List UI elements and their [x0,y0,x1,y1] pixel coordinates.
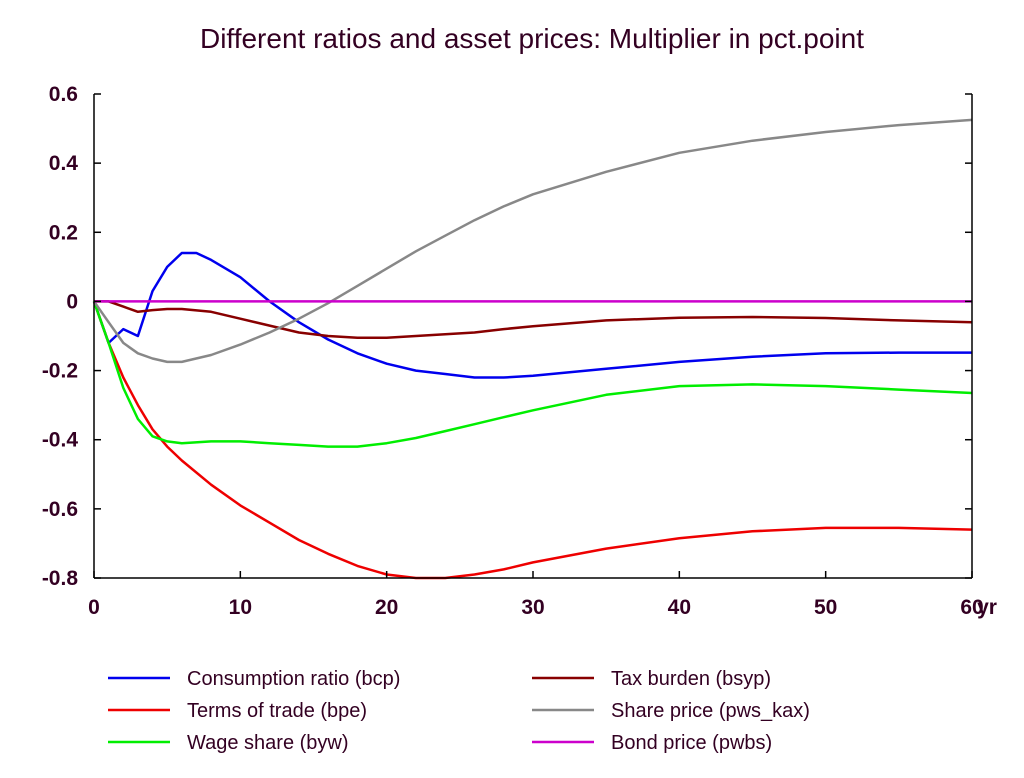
legend-label: Consumption ratio (bcp) [187,668,400,690]
x-tick-label: 20 [375,596,398,619]
y-tick-label: -0.2 [42,360,78,383]
x-unit-label: yr [977,596,997,619]
legend-label: Terms of trade (bpe) [187,700,367,722]
y-tick-label: -0.6 [42,498,78,521]
y-axis-ticks: 0.6 0.4 0.2 0 -0.2 -0.4 -0.6 -0.8 [42,83,972,590]
legend-label: Wage share (byw) [187,732,349,754]
x-tick-label: 0 [88,596,100,619]
x-tick-label: 30 [521,596,544,619]
x-tick-label: 40 [668,596,691,619]
y-tick-label: 0.4 [49,152,79,175]
legend-label: Tax burden (bsyp) [611,668,771,690]
series-line-2 [92,300,973,448]
axes [93,94,973,579]
plot-lines [92,118,973,580]
legend-label: Bond price (pwbs) [611,732,772,754]
y-tick-label: -0.8 [42,567,79,590]
x-tick-label: 50 [814,596,837,619]
y-tick-label: 0.6 [49,83,78,106]
chart-title: Different ratios and asset prices: Multi… [200,23,864,54]
legend: Consumption ratio (bcp) Terms of trade (b… [108,668,810,754]
y-tick-label: -0.4 [42,429,79,452]
x-tick-label: 60 [960,596,983,619]
x-axis-ticks: 0 10 20 30 40 50 60 [88,571,984,619]
legend-label: Share price (pws_kax) [611,700,810,722]
series-line-0 [92,251,972,379]
series-line-3 [94,300,973,339]
y-tick-label: 0.2 [49,221,78,244]
x-tick-label: 10 [229,596,252,619]
series-line-1 [92,300,973,580]
y-tick-label: 0 [66,290,78,313]
series-line-4 [92,118,973,364]
